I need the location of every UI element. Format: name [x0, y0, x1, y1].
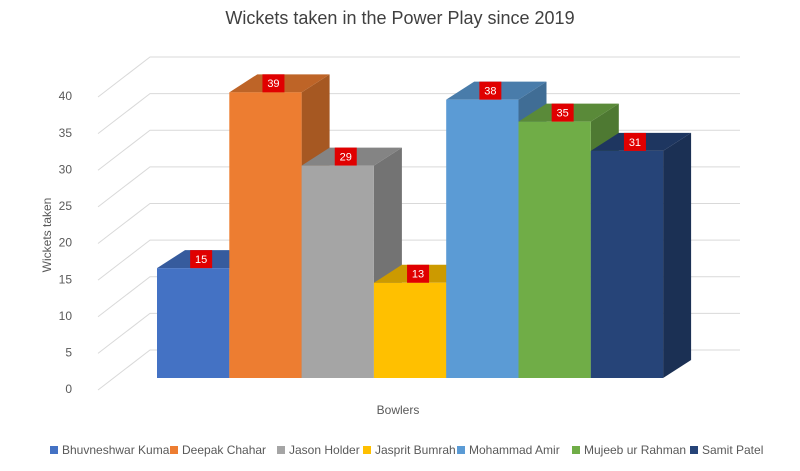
data-label-box [551, 103, 574, 122]
y-tick-label: 20 [59, 236, 73, 250]
y-tick-label: 10 [59, 309, 73, 323]
data-label: 29 [340, 151, 352, 163]
bar-front [518, 121, 591, 378]
legend-label: Deepak Chahar [182, 443, 266, 457]
data-label: 38 [484, 86, 496, 98]
data-label: 13 [412, 269, 424, 281]
legend-label: Bhuvneshwar Kumar [62, 443, 173, 457]
bar-front [157, 268, 230, 378]
legend-label: Mujeeb ur Rahman [584, 443, 686, 457]
bar-front [446, 99, 519, 379]
data-label-box [262, 74, 285, 93]
legend-label: Jason Holder [289, 443, 360, 457]
bar-side [663, 132, 692, 378]
bar-front [590, 150, 664, 378]
legend-swatch [572, 446, 580, 454]
y-tick-label: 35 [59, 126, 73, 140]
data-label-box [623, 132, 646, 151]
grid-line [97, 56, 740, 98]
data-label-box [190, 250, 213, 269]
data-label: 31 [629, 137, 641, 149]
y-tick-label: 15 [59, 272, 73, 286]
y-tick-label: 25 [59, 199, 73, 213]
legend-swatch [170, 446, 178, 454]
data-label: 35 [557, 108, 569, 120]
legend-swatch [690, 446, 698, 454]
y-tick-label: 5 [65, 346, 72, 360]
y-tick-label: 0 [65, 382, 72, 396]
bar-front [301, 165, 374, 378]
legend-swatch [363, 446, 371, 454]
bar-front [373, 282, 447, 378]
data-label: 15 [195, 254, 207, 266]
y-tick-label: 40 [59, 89, 73, 103]
legend-swatch [50, 446, 58, 454]
legend-swatch [277, 446, 285, 454]
legend-label: Samit Patel [702, 443, 763, 457]
data-label-box [334, 147, 357, 166]
y-tick-label: 30 [59, 162, 73, 176]
data-label-box [479, 81, 502, 100]
y-axis-label: Wickets taken [40, 198, 54, 273]
x-axis-label: Bowlers [377, 403, 420, 417]
legend-label: Mohammad Amir [469, 443, 560, 457]
chart-title: Wickets taken in the Power Play since 20… [225, 8, 574, 28]
bar [590, 132, 692, 378]
legend-swatch [457, 446, 465, 454]
data-label-box [407, 264, 430, 283]
bar-front [229, 92, 302, 378]
legend-label: Jasprit Bumrah [375, 443, 456, 457]
data-label: 39 [267, 78, 279, 90]
grid-line [97, 93, 740, 135]
